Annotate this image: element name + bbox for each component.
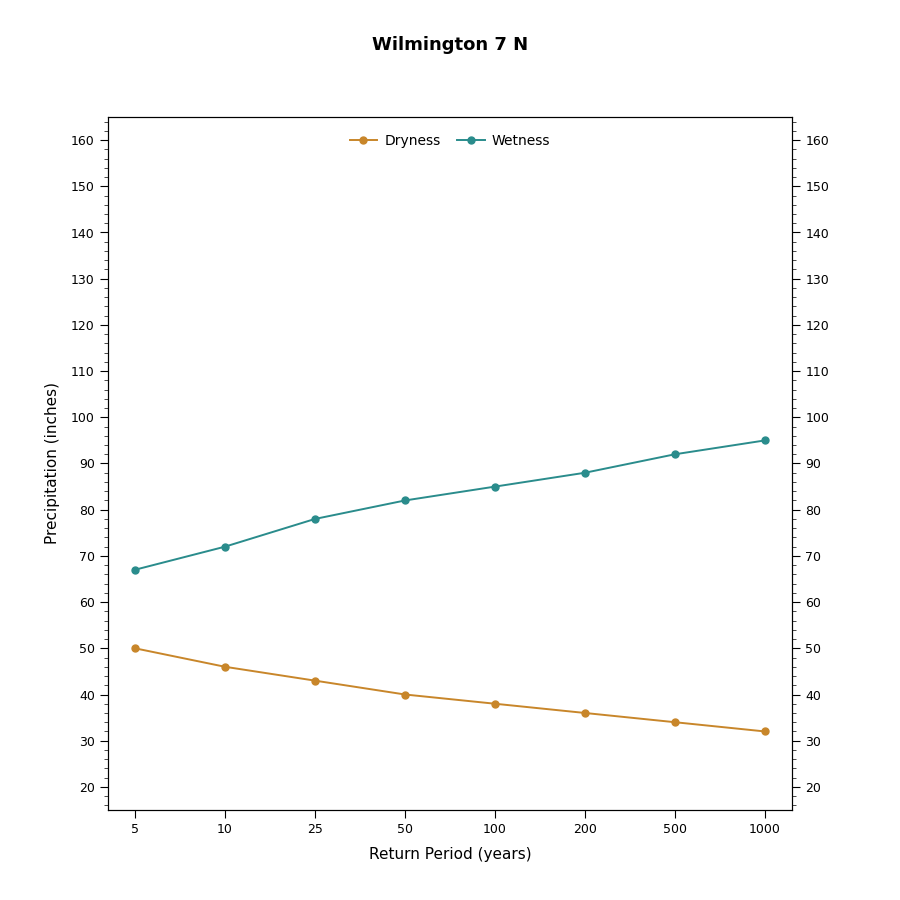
Line: Dryness: Dryness <box>131 644 769 735</box>
Dryness <box>220 662 230 672</box>
Wetness <box>670 449 680 460</box>
Dryness <box>760 726 770 737</box>
Title: Wilmington 7 N: Wilmington 7 N <box>372 36 528 54</box>
Dryness <box>670 716 680 727</box>
Dryness <box>490 698 500 709</box>
Wetness <box>760 435 770 446</box>
Y-axis label: Precipitation (inches): Precipitation (inches) <box>45 382 59 544</box>
Dryness <box>400 689 410 700</box>
Wetness <box>580 467 590 478</box>
Dryness <box>580 707 590 718</box>
Dryness <box>310 675 320 686</box>
Wetness <box>400 495 410 506</box>
Wetness <box>220 541 230 552</box>
Line: Wetness: Wetness <box>131 436 769 573</box>
Wetness <box>490 482 500 492</box>
X-axis label: Return Period (years): Return Period (years) <box>369 847 531 862</box>
Legend: Dryness, Wetness: Dryness, Wetness <box>344 128 556 153</box>
Dryness <box>130 643 140 653</box>
Wetness <box>310 514 320 525</box>
Wetness <box>130 564 140 575</box>
